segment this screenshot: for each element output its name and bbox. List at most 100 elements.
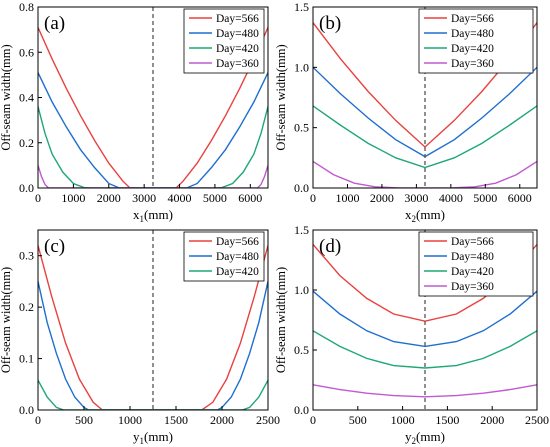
x-tick-label: 5000 (203, 191, 227, 205)
x-axis-label: y2(mm) (405, 429, 445, 446)
x-tick-label: 3000 (404, 191, 428, 205)
x-tick-label: 2000 (480, 413, 504, 427)
y-tick-label: 0.2 (19, 136, 34, 150)
panel-3: 0 500 1000 1500 2000 2500 0.0 0.1 0.2 0.3 y1(mm) Of… (0, 229, 280, 446)
x-tick-label: 0 (35, 413, 41, 427)
legend-entry: Day=360 (451, 58, 494, 70)
panel-label: (c) (44, 236, 65, 257)
x-tick-label: 2000 (370, 191, 394, 205)
panel-1: 0 1000 2000 3000 4000 5000 6000 0.0 0.2 0.4 0.6 0.8… (0, 0, 269, 224)
x-tick-label: 6000 (508, 191, 532, 205)
y-tick-label: 1.5 (294, 0, 309, 14)
legend-entry: Day=566 (451, 236, 494, 248)
x-axis-label-var: x (405, 207, 412, 222)
x-tick-label: 0 (310, 413, 316, 427)
legend: Day=566 Day=480 Day=420 Day=360 (183, 8, 265, 74)
series-line-day-480 (38, 72, 268, 188)
legend-entry: Day=420 (216, 43, 259, 55)
y-tick-label: 0.1 (19, 352, 34, 366)
y-tick-label: 0.0 (19, 181, 34, 195)
x-axis-label-subscript: 2 (412, 436, 417, 446)
legend-entry: Day=360 (451, 281, 494, 293)
panel-label: (d) (319, 236, 341, 257)
x-tick-label: 3000 (132, 191, 156, 205)
y-tick-label: 0.4 (19, 91, 34, 105)
y-tick-label: 1.5 (294, 223, 309, 237)
plot-frame (37, 229, 269, 411)
x-tick-label: 2500 (525, 413, 549, 427)
plot-frame (312, 229, 538, 411)
x-axis-label-unit: (mm) (416, 429, 445, 444)
series-line-day-420 (313, 105, 537, 169)
y-tick-label: 0.0 (294, 181, 309, 195)
y-axis-label: Off-seam width(mm) (274, 44, 288, 150)
x-axis-label-unit: (mm) (144, 207, 173, 222)
x-axis-label-subscript: 1 (140, 214, 145, 224)
x-tick-label: 1000 (61, 191, 85, 205)
x-axis-label-unit: (mm) (144, 429, 173, 444)
x-tick-label: 2000 (97, 191, 121, 205)
x-tick-label: 6000 (238, 191, 262, 205)
x-axis-label-var: x (133, 207, 140, 222)
panel-label: (b) (319, 13, 341, 34)
legend-entry: Day=480 (216, 251, 259, 263)
series-line-day-360 (38, 165, 268, 188)
panel-label: (a) (44, 13, 65, 34)
x-tick-label: 500 (75, 413, 93, 427)
y-tick-label: 0.3 (19, 249, 34, 263)
x-tick-label: 5000 (473, 191, 497, 205)
x-tick-label: 1500 (164, 413, 188, 427)
legend-entry: Day=566 (451, 13, 494, 25)
x-axis-label-subscript: 1 (140, 436, 145, 446)
y-axis-label: Off-seam width(mm) (274, 267, 288, 373)
x-axis-label-unit: (mm) (416, 207, 445, 222)
x-tick-label: 1000 (118, 413, 142, 427)
x-tick-label: 4000 (439, 191, 463, 205)
series-line-day-566 (38, 245, 268, 410)
x-tick-label: 1000 (335, 191, 359, 205)
legend-entry: Day=420 (451, 43, 494, 55)
x-tick-label: 4000 (168, 191, 192, 205)
legend-entry: Day=566 (216, 236, 259, 248)
y-axis-label: Off-seam width(mm) (0, 267, 13, 373)
legend-entry: Day=480 (216, 28, 259, 40)
x-axis-label: x1(mm) (133, 207, 173, 224)
panel-4: 0 500 1000 1500 2000 2500 0.0 0.5 1.0 1.5 y2(mm) Of… (274, 223, 549, 446)
legend-entry: Day=480 (451, 28, 494, 40)
x-tick-label: 500 (349, 413, 367, 427)
series-line-day-420 (313, 330, 537, 369)
y-tick-label: 0.6 (19, 45, 34, 59)
x-tick-label: 1500 (435, 413, 459, 427)
legend-entry: Day=420 (451, 266, 494, 278)
x-axis-label: y1(mm) (133, 429, 173, 446)
y-tick-label: 0.2 (19, 300, 34, 314)
x-tick-label: 0 (310, 191, 316, 205)
series-line-day-360 (313, 384, 537, 398)
y-axis-label: Off-seam width(mm) (0, 44, 13, 150)
legend: Day=566 Day=480 Day=420 Day=360 (418, 8, 534, 74)
x-tick-label: 2500 (256, 413, 280, 427)
legend: Day=566 Day=480 Day=420 (183, 231, 265, 282)
y-tick-label: 0.5 (294, 121, 309, 135)
series-line-day-480 (38, 281, 268, 410)
y-tick-label: 1.0 (294, 283, 309, 297)
x-tick-label: 0 (35, 191, 41, 205)
y-tick-label: 0.8 (19, 0, 34, 14)
x-axis-label-var: y (133, 429, 140, 444)
panel-2: 0 1000 2000 3000 4000 5000 60000.00.51.01.5x2(… (274, 0, 538, 224)
legend: Day=566 Day=480 Day=420 Day=360 (418, 231, 534, 297)
series-line-day-360 (313, 160, 537, 188)
x-axis-label-var: y (405, 429, 412, 444)
legend-entry: Day=360 (216, 58, 259, 70)
x-tick-label: 1000 (391, 413, 415, 427)
x-tick-label: 2000 (210, 413, 234, 427)
series-line-day-420 (38, 106, 268, 188)
legend-entry: Day=420 (216, 266, 259, 278)
series-line-day-566 (38, 27, 268, 188)
y-tick-label: 0.0 (294, 403, 309, 417)
x-axis-label-subscript: 2 (412, 214, 417, 224)
legend-entry: Day=566 (216, 13, 259, 25)
legend-entry: Day=480 (451, 251, 494, 263)
series-line-day-480 (313, 290, 537, 348)
